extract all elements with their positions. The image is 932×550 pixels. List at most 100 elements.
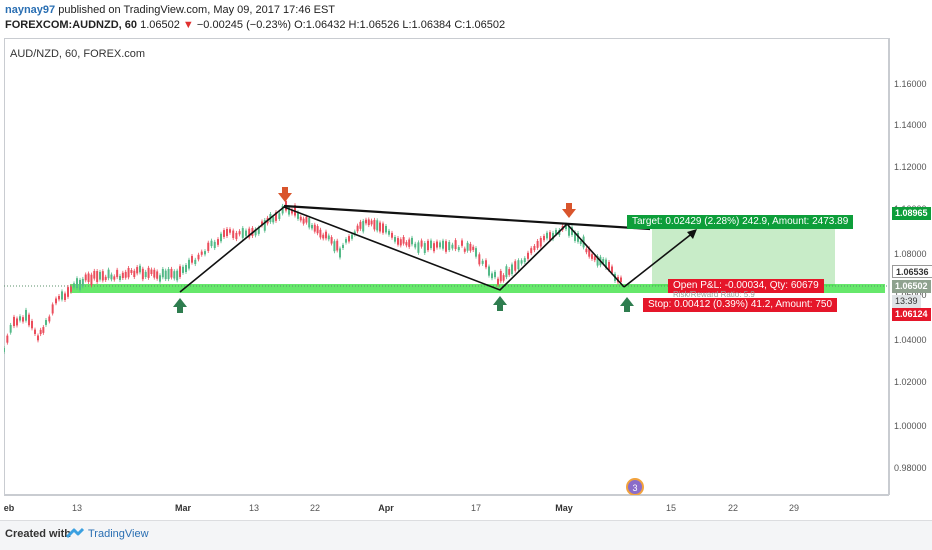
candle-body — [194, 259, 197, 265]
target-label[interactable]: Target: 0.02429 (2.28%) 242.9, Amount: 2… — [627, 215, 854, 229]
candle-body — [502, 275, 505, 281]
candle-body — [579, 240, 582, 244]
candle-body — [478, 254, 481, 265]
candle-body — [454, 240, 457, 250]
candle-body — [342, 244, 344, 248]
candle-body — [248, 228, 251, 238]
events-count: 3 — [632, 483, 637, 493]
candle-body — [176, 270, 179, 281]
economic-events-icon — [626, 478, 644, 495]
candle-body — [67, 287, 69, 297]
candle-body — [81, 278, 84, 287]
candle-body — [362, 220, 365, 232]
candle-body — [308, 217, 311, 228]
candle-body — [373, 219, 376, 230]
chart-header: naynay97 published on TradingView.com, M… — [0, 0, 932, 34]
up-arrow-icon — [173, 298, 187, 307]
candle-body — [305, 216, 308, 223]
candle-body — [327, 235, 330, 240]
candle-body — [491, 273, 493, 279]
up-arrow-icon — [497, 304, 503, 311]
candle-body — [565, 224, 567, 230]
y-tick: 1.02000 — [894, 377, 927, 387]
candle-body — [99, 271, 101, 280]
candle-body — [451, 244, 454, 249]
down-arrow-icon — [562, 209, 576, 218]
candle-body — [170, 268, 173, 278]
candle-body — [439, 242, 441, 248]
candle-body — [514, 261, 517, 271]
candle-body — [51, 304, 54, 314]
candle-body — [254, 229, 257, 236]
candle-body — [417, 242, 420, 253]
candle-body — [297, 212, 299, 219]
tradingview-logo-icon[interactable] — [65, 526, 85, 540]
target-zone — [652, 226, 835, 286]
up-arrow-icon — [620, 297, 634, 306]
candle-body — [457, 247, 460, 251]
x-tick: 22 — [309, 503, 321, 513]
stop-label[interactable]: Stop: 0.00412 (0.39%) 41.2, Amount: 750 — [643, 298, 838, 312]
candle-body — [197, 254, 200, 260]
publish-line: naynay97 published on TradingView.com, M… — [5, 4, 335, 16]
candle-body — [39, 329, 42, 335]
y-tick: 1.04000 — [894, 335, 927, 345]
candle-body — [4, 347, 5, 352]
stop-price-tag: 1.06124 — [892, 308, 931, 321]
last-price-tag: 1.06502 — [892, 280, 931, 293]
candle-body — [399, 239, 402, 246]
candle-body — [210, 240, 213, 247]
candle-body — [124, 271, 127, 278]
open-pnl-label[interactable]: Open P&L: -0.00034, Qty: 60679 — [668, 279, 824, 293]
y-tick: 1.12000 — [894, 162, 927, 172]
candle-body — [574, 232, 576, 241]
candle-body — [436, 241, 438, 248]
candle-body — [179, 266, 181, 278]
candle-body — [93, 270, 96, 279]
up-arrow-icon — [624, 305, 630, 312]
candle-body — [325, 231, 327, 239]
candle-body — [353, 231, 356, 235]
candle-body — [173, 271, 176, 279]
candle-body — [568, 225, 570, 236]
y-tick: 1.08000 — [894, 249, 927, 259]
candle-body — [45, 320, 47, 325]
candle-body — [333, 241, 336, 252]
candle-body — [376, 220, 379, 231]
target-price-tag: 1.08965 — [892, 207, 931, 220]
price-axis[interactable] — [889, 38, 932, 495]
candle-body — [182, 266, 184, 273]
price-plot[interactable]: 3 — [4, 38, 889, 495]
candle-body — [388, 230, 390, 235]
candle-body — [76, 278, 78, 289]
candle-body — [147, 267, 150, 278]
candle-body — [127, 268, 130, 278]
candle-body — [79, 279, 81, 290]
candle-body — [345, 239, 347, 243]
time-axis[interactable] — [4, 495, 889, 515]
candle-body — [156, 271, 159, 279]
x-tick: 29 — [788, 503, 800, 513]
candle-body — [6, 335, 9, 343]
candle-body — [311, 224, 313, 229]
candle-body — [539, 237, 542, 247]
candle-body — [319, 229, 322, 238]
candle-body — [229, 229, 231, 233]
candle-body — [42, 327, 45, 333]
ohlc-values: O:1.06432 H:1.06526 L:1.06384 C:1.06502 — [294, 19, 506, 31]
candle-body — [485, 260, 487, 268]
candle-body — [191, 255, 193, 263]
candle-body — [207, 242, 210, 251]
candle-body — [37, 335, 39, 341]
candle-body — [481, 260, 484, 264]
down-arrow-icon: ▼ — [182, 19, 194, 31]
candle-body — [313, 224, 316, 232]
candle-body — [261, 221, 263, 226]
chart-area[interactable] — [4, 38, 889, 495]
candle-body — [533, 245, 536, 251]
author-link[interactable]: naynay97 — [5, 4, 56, 16]
candle-body — [34, 329, 36, 334]
tradingview-brand[interactable]: TradingView — [88, 528, 149, 540]
candle-body — [423, 243, 426, 254]
symbol-label: FOREXCOM:AUDNZD, 60 — [5, 19, 138, 31]
